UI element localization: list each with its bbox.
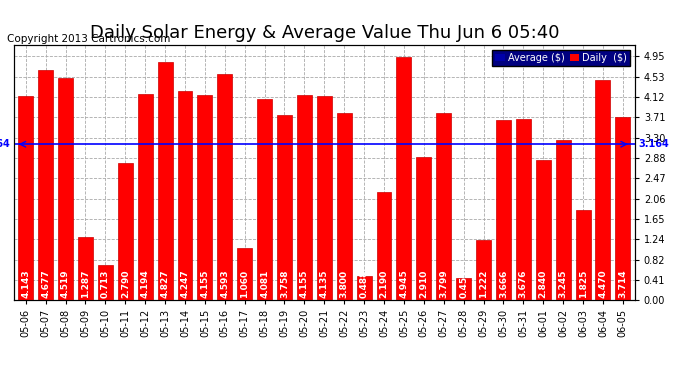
Text: 3.164: 3.164 [0, 139, 10, 149]
Bar [535, 160, 551, 300]
Text: 4.593: 4.593 [220, 269, 229, 297]
Bar [197, 96, 213, 300]
Text: 4.143: 4.143 [21, 269, 30, 297]
Bar [138, 93, 152, 300]
Title: Daily Solar Energy & Average Value Thu Jun 6 05:40: Daily Solar Energy & Average Value Thu J… [90, 24, 559, 42]
Text: Copyright 2013 Cartronics.com: Copyright 2013 Cartronics.com [7, 34, 170, 44]
Text: 0.453: 0.453 [459, 269, 468, 297]
Bar [476, 240, 491, 300]
Bar [18, 96, 33, 300]
Text: 1.825: 1.825 [578, 269, 588, 297]
Text: 2.910: 2.910 [420, 269, 428, 297]
Bar [595, 80, 611, 300]
Text: 4.827: 4.827 [161, 269, 170, 297]
Bar [217, 74, 233, 300]
Text: 3.676: 3.676 [519, 269, 528, 297]
Text: 4.194: 4.194 [141, 269, 150, 297]
Bar [377, 192, 391, 300]
Bar [615, 117, 631, 300]
Text: 3.666: 3.666 [499, 269, 508, 297]
Text: 3.800: 3.800 [339, 269, 348, 297]
Bar [436, 113, 451, 300]
Bar [456, 278, 471, 300]
Bar [516, 119, 531, 300]
Text: 4.081: 4.081 [260, 269, 269, 297]
Bar [575, 210, 591, 300]
Text: 4.677: 4.677 [41, 269, 50, 297]
Text: 3.714: 3.714 [618, 269, 627, 297]
Text: 4.247: 4.247 [181, 269, 190, 297]
Text: 4.470: 4.470 [598, 269, 607, 297]
Text: 0.713: 0.713 [101, 269, 110, 297]
Bar [98, 265, 113, 300]
Bar [177, 91, 193, 300]
Bar [118, 163, 132, 300]
Bar [58, 78, 73, 300]
Text: 2.190: 2.190 [380, 269, 388, 297]
Text: 4.945: 4.945 [400, 269, 408, 297]
Text: 3.799: 3.799 [440, 269, 449, 297]
Text: 3.164: 3.164 [639, 139, 669, 149]
Bar [157, 62, 172, 300]
Bar [257, 99, 272, 300]
Text: 2.790: 2.790 [121, 269, 130, 297]
Bar [78, 237, 93, 300]
Bar [277, 115, 292, 300]
Text: 4.155: 4.155 [300, 269, 309, 297]
Bar [297, 96, 312, 300]
Text: 1.222: 1.222 [479, 269, 488, 297]
Bar [237, 248, 252, 300]
Text: 4.519: 4.519 [61, 269, 70, 297]
Bar [38, 70, 53, 300]
Legend: Average ($), Daily  ($): Average ($), Daily ($) [493, 50, 630, 66]
Text: 0.488: 0.488 [359, 269, 368, 297]
Bar [317, 96, 332, 300]
Bar [357, 276, 372, 300]
Bar [555, 140, 571, 300]
Text: 3.245: 3.245 [559, 269, 568, 297]
Text: 4.155: 4.155 [200, 269, 209, 297]
Text: 4.135: 4.135 [319, 269, 329, 297]
Text: 1.287: 1.287 [81, 269, 90, 297]
Bar [337, 113, 352, 300]
Text: 2.840: 2.840 [539, 269, 548, 297]
Text: 3.758: 3.758 [280, 269, 289, 297]
Bar [416, 157, 431, 300]
Text: 1.060: 1.060 [240, 269, 249, 297]
Bar [397, 57, 411, 300]
Bar [496, 120, 511, 300]
